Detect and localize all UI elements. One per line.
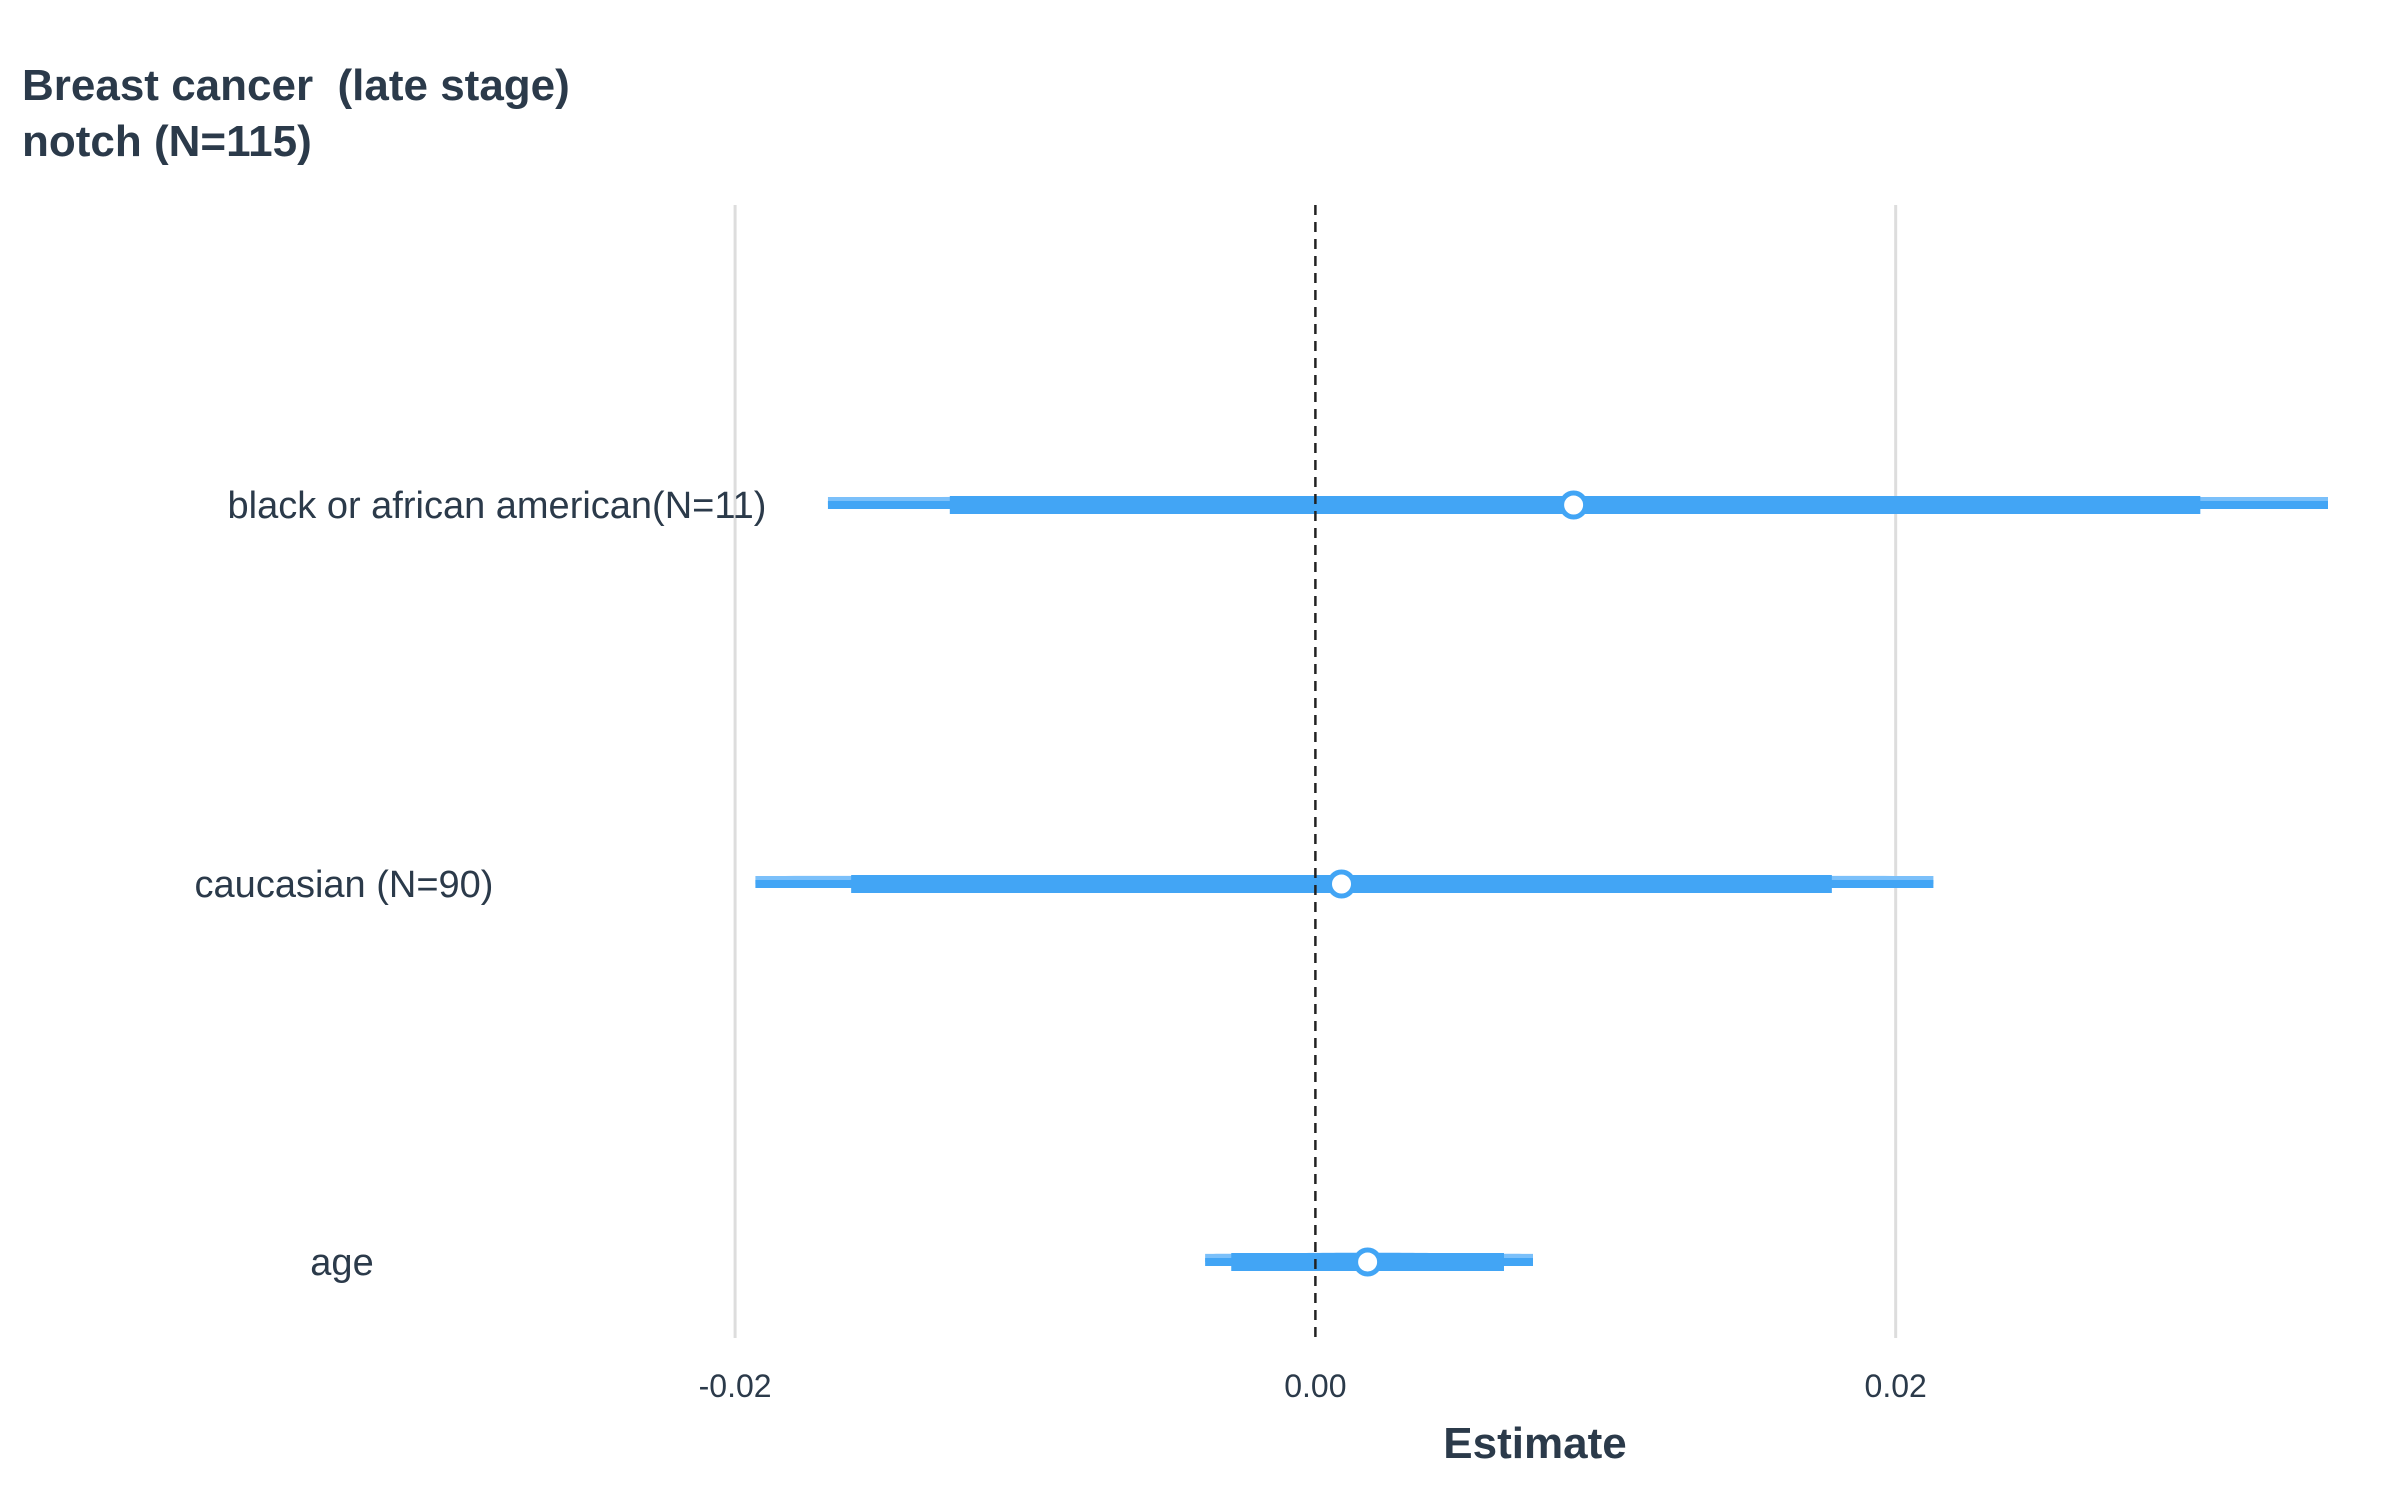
x-tick-label: 0.02 <box>1865 1368 1927 1404</box>
row-label-0: black or african american(N=11) <box>228 485 767 527</box>
point-estimate-1 <box>1327 869 1357 899</box>
chart-title-line-2: notch (N=115) <box>22 117 312 166</box>
x-tick-label: -0.02 <box>699 1368 772 1404</box>
x-tick-label: 0.00 <box>1284 1368 1346 1404</box>
row-label-1: caucasian (N=90) <box>195 864 494 906</box>
row-label-2: age <box>310 1242 373 1284</box>
point-estimate-2 <box>1353 1247 1383 1277</box>
row-2: age <box>310 1242 1533 1284</box>
chart-title: Breast cancer (late stage) notch (N=115) <box>22 58 570 170</box>
point-estimate-0 <box>1559 490 1589 520</box>
x-axis-label: Estimate <box>1443 1419 1626 1468</box>
row-1: caucasian (N=90) <box>195 864 1934 906</box>
chart-title-line-1: Breast cancer (late stage) <box>22 61 570 110</box>
row-0: black or african american(N=11) <box>228 485 2328 527</box>
